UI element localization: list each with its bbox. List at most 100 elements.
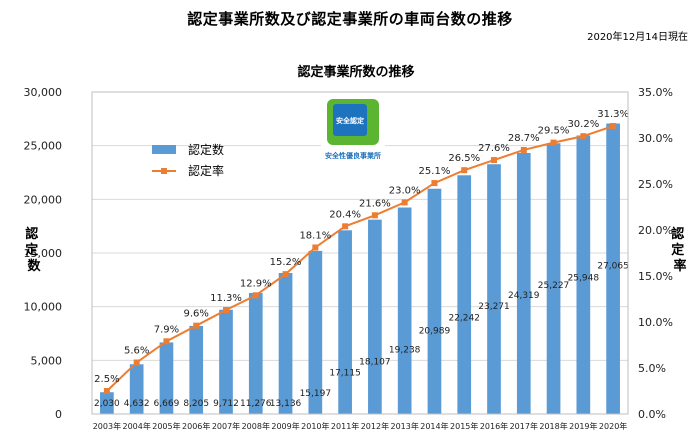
rate-point: [223, 307, 229, 314]
rate-point: [520, 146, 527, 153]
x-tick-label: 2011年: [331, 421, 359, 431]
bar-value-label: 25,948: [568, 273, 600, 283]
rate-point: [550, 139, 557, 146]
legend-bar-swatch: [152, 145, 176, 154]
rate-point-label: 5.6%: [124, 345, 149, 356]
date-note: 2020年12月14日現在: [587, 32, 688, 43]
bar: [308, 250, 323, 414]
rate-point: [163, 338, 170, 345]
x-tick-label: 2014年: [420, 421, 448, 431]
bar: [546, 143, 561, 414]
y2-tick-label: 15.0%: [638, 270, 673, 283]
rate-point: [401, 199, 408, 206]
bar-value-label: 4,632: [124, 399, 150, 409]
x-tick-label: 2017年: [510, 421, 538, 431]
x-tick-label: 2019年: [569, 421, 597, 431]
x-tick-label: 2004年: [122, 421, 150, 431]
y-tick-label: 20,000: [24, 193, 63, 206]
x-axis-ticks: 2003年 2004年 2005年 2006年 2007年 2008年 2009年 2010年…: [93, 421, 628, 431]
bar: [368, 219, 382, 414]
rate-point: [342, 223, 349, 230]
bar-value-label: 15,197: [300, 389, 332, 399]
y-tick-label: 30,000: [24, 86, 63, 99]
x-tick-label: 2016年: [480, 421, 508, 431]
x-tick-label: 2008年: [242, 421, 270, 431]
bar: [219, 309, 233, 414]
y2-tick-label: 30.0%: [638, 132, 673, 145]
bar: [129, 364, 144, 414]
bar: [100, 392, 114, 414]
rate-point-label: 7.9%: [154, 324, 179, 335]
y-tick-label: 15,000: [24, 247, 63, 260]
rate-point: [312, 244, 319, 251]
bar-value-label: 8,205: [183, 399, 209, 409]
left-axis-ticks: 0 5,000 10,000 15,000 20,000 25,000 30,000: [24, 86, 63, 421]
line-series: [103, 123, 617, 394]
rate-point: [461, 167, 468, 174]
rate-point-label: 28.7%: [508, 133, 540, 144]
badge-g-notch: [367, 118, 379, 124]
x-tick-label: 2006年: [182, 421, 210, 431]
plot-area-frame: [91, 91, 629, 415]
x-tick-label: 2007年: [212, 421, 240, 431]
bar-value-label: 18,107: [359, 358, 391, 368]
right-axis-ticks: 0.0% 5.0% 10.0% 15.0% 20.0% 25.0% 30.0% 35.0%: [638, 86, 673, 421]
y-axis-label-char: 数: [27, 258, 41, 274]
y2-tick-label: 20.0%: [638, 224, 673, 237]
bar-value-label: 22,242: [448, 313, 480, 323]
rate-point-label: 21.6%: [359, 198, 391, 209]
rate-point-label: 18.1%: [299, 230, 331, 241]
bar-value-label: 13,136: [270, 399, 302, 409]
x-tick-label: 2010年: [301, 421, 329, 431]
bar: [576, 135, 591, 415]
bar-series: [100, 123, 620, 415]
y2-tick-label: 10.0%: [638, 316, 673, 329]
rate-point-label: 2.5%: [94, 374, 119, 385]
x-tick-label: 2015年: [450, 421, 478, 431]
x-tick-label: 2009年: [271, 421, 299, 431]
y2-tick-label: 5.0%: [638, 362, 666, 375]
badge-inner-box: [333, 104, 367, 136]
rate-line: [106, 125, 614, 392]
x-tick-label: 2005年: [152, 421, 180, 431]
x-tick-label: 2013年: [390, 421, 418, 431]
rate-point: [252, 292, 259, 299]
rate-point: [580, 133, 587, 140]
y2-axis-label-char: 認: [671, 226, 684, 242]
legend-line-label: 認定率: [188, 163, 224, 178]
x-tick-label: 2020年: [599, 421, 627, 431]
y2-tick-label: 25.0%: [638, 178, 673, 191]
y2-axis-label: 認 定 率: [670, 226, 689, 274]
bar-value-label: 11,276: [240, 399, 272, 409]
y-axis-label-char: 定: [24, 242, 38, 258]
bar-value-label: 19,238: [389, 346, 421, 356]
bar: [606, 123, 620, 415]
y2-tick-label: 0.0%: [638, 408, 666, 421]
legend-line-marker: [161, 168, 167, 174]
bar: [397, 207, 412, 414]
rate-point-label: 31.3%: [597, 109, 629, 120]
rate-point-label: 23.0%: [389, 185, 421, 196]
rate-point: [431, 180, 438, 187]
line-data-labels: 2.5% 5.6% 7.9% 9.6%11.3% 12.9% 15.2% 18.1% 20.4…: [94, 109, 629, 385]
bar: [427, 188, 442, 414]
x-tick-label: 2018年: [539, 421, 567, 431]
y-tick-label: 0: [55, 408, 62, 421]
bar-value-label: 27,065: [597, 262, 629, 272]
y-tick-label: 5,000: [31, 354, 63, 367]
rate-point: [133, 359, 140, 366]
bar-value-label: 20,989: [419, 327, 451, 337]
y2-tick-label: 35.0%: [638, 86, 673, 99]
rate-point-label: 20.4%: [329, 209, 361, 220]
bar-value-label: 6,669: [154, 399, 180, 409]
bar: [189, 325, 204, 414]
rate-point-label: 27.6%: [478, 143, 510, 154]
badge-inner-text: 安全認定: [336, 116, 364, 125]
safety-badge-logo: 安全認定 安全性優良事業所: [321, 96, 385, 166]
rate-point: [193, 322, 200, 329]
rate-point: [103, 388, 110, 394]
bar: [457, 175, 472, 414]
rate-point-label: 12.9%: [240, 278, 272, 289]
badge-caption: 安全性優良事業所: [325, 151, 381, 160]
